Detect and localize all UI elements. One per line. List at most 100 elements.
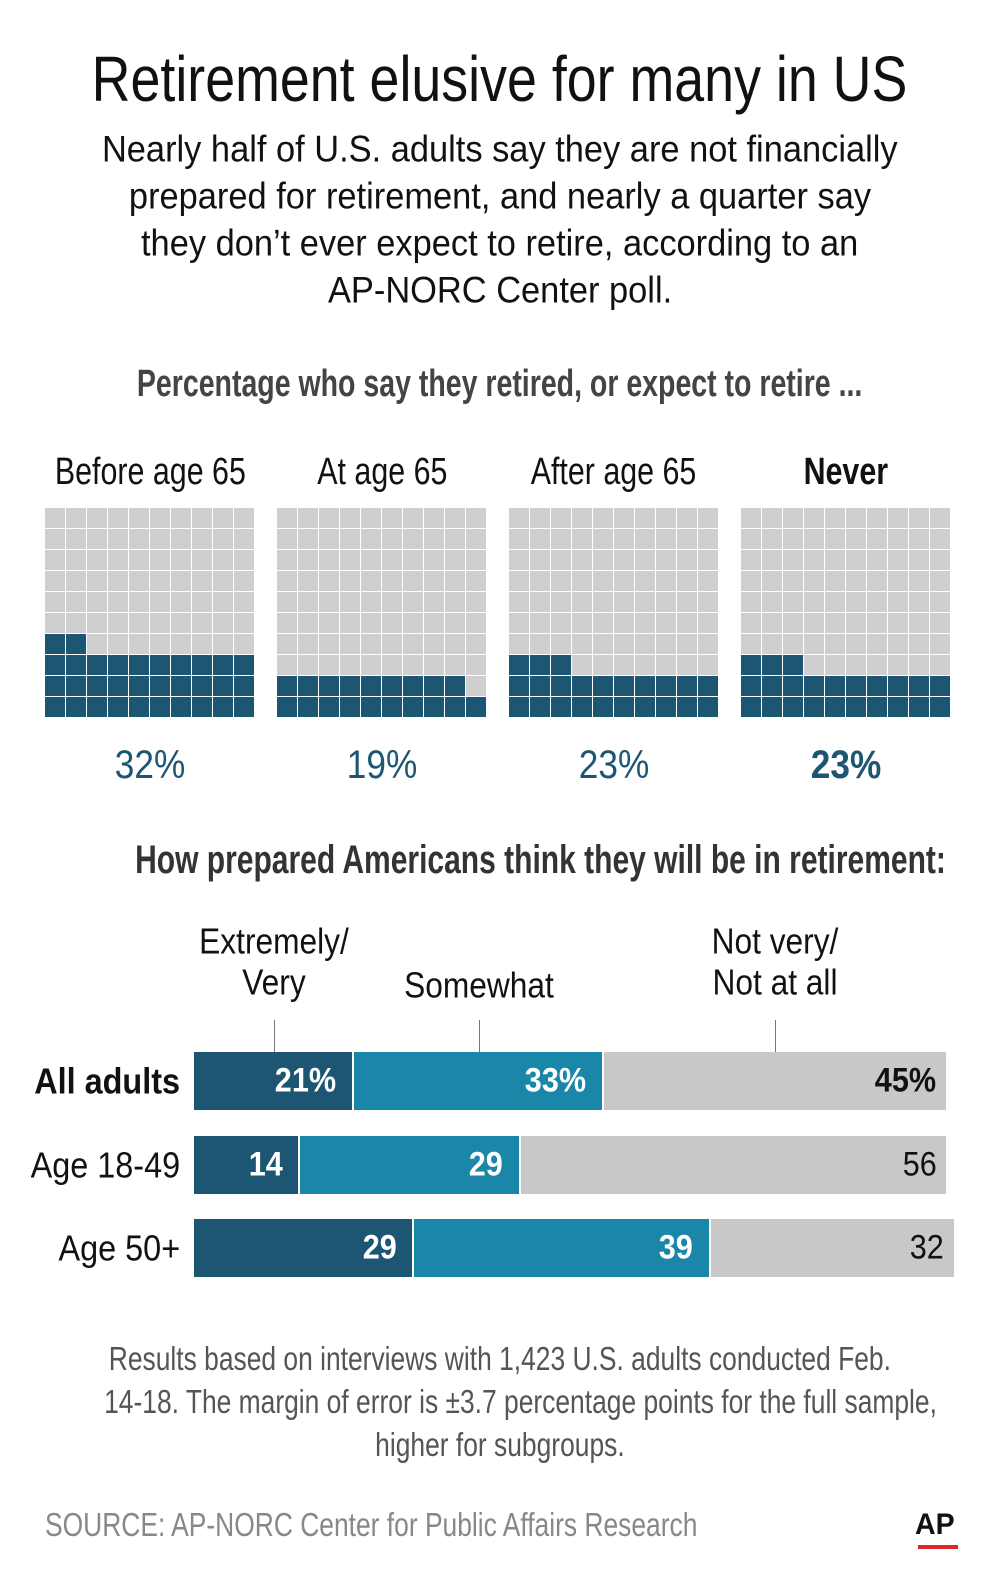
waffle-cell xyxy=(846,655,866,675)
waffle-cell xyxy=(888,613,908,633)
waffle-cell xyxy=(804,634,824,654)
waffle-cell xyxy=(551,508,571,528)
waffle-cell xyxy=(382,634,402,654)
waffle-cell xyxy=(129,655,149,675)
source: SOURCE: AP-NORC Center for Public Affair… xyxy=(45,1506,845,1544)
waffle-cell xyxy=(509,508,529,528)
chart-title: Percentage who say they retired, or expe… xyxy=(0,363,1000,407)
waffle-cell xyxy=(888,529,908,549)
waffle-cell xyxy=(930,655,950,675)
waffle-cell xyxy=(424,655,444,675)
waffle-cell xyxy=(192,634,212,654)
waffle-cell xyxy=(509,613,529,633)
waffle-cell xyxy=(825,508,845,528)
waffle-cell xyxy=(277,571,297,591)
subtitle-text: AP-NORC Center poll. xyxy=(327,269,673,311)
waffle-cell xyxy=(66,529,86,549)
subtitle-text: they don’t ever expect to retire, accord… xyxy=(141,222,859,264)
waffle-cell xyxy=(108,676,128,696)
waffle-cell xyxy=(171,508,191,528)
waffle-cell xyxy=(108,655,128,675)
waffle-cell xyxy=(698,697,718,717)
waffle-cell xyxy=(656,529,676,549)
row-label: All adults xyxy=(0,1060,180,1101)
waffle-cell xyxy=(825,550,845,570)
bar-segment xyxy=(194,1136,299,1194)
note-text: Results based on interviews with 1,423 U… xyxy=(108,1340,892,1378)
waffle-cell xyxy=(424,508,444,528)
waffle-cell xyxy=(340,508,360,528)
waffle-cell xyxy=(150,571,170,591)
waffle-cell xyxy=(382,571,402,591)
waffle-cell xyxy=(846,508,866,528)
waffle-cell xyxy=(213,634,233,654)
waffle-cell xyxy=(87,655,107,675)
chart-title-text: Percentage who say they retired, or expe… xyxy=(137,363,863,406)
category-label: After age 65 xyxy=(464,451,764,495)
waffle-cell xyxy=(888,550,908,570)
bar-segment xyxy=(300,1136,519,1194)
note-text: higher for subgroups. xyxy=(375,1426,625,1464)
waffle-cell xyxy=(108,571,128,591)
waffle-cell xyxy=(361,676,381,696)
value-label-text: 29 xyxy=(362,1228,397,1267)
waffle-cell xyxy=(804,676,824,696)
waffle-cell xyxy=(424,676,444,696)
waffle-cell xyxy=(277,676,297,696)
value-label-text: 19% xyxy=(346,743,418,787)
waffle-cell xyxy=(213,592,233,612)
waffle-cell xyxy=(698,592,718,612)
waffle-cell xyxy=(930,613,950,633)
waffle-cell xyxy=(192,592,212,612)
waffle-cell xyxy=(614,634,634,654)
waffle-cell xyxy=(509,592,529,612)
waffle-cell xyxy=(445,529,465,549)
value-label: 14 xyxy=(194,1145,282,1184)
value-label-text: 45% xyxy=(875,1061,937,1100)
waffle-cell xyxy=(783,697,803,717)
waffle-cell xyxy=(466,592,486,612)
value-label: 29 xyxy=(300,1145,503,1184)
row-label-text: Age 18-49 xyxy=(30,1144,180,1186)
waffle-cell xyxy=(530,697,550,717)
waffle-cell xyxy=(593,697,613,717)
waffle-cell xyxy=(635,571,655,591)
waffle-cell xyxy=(234,613,254,633)
waffle-cell xyxy=(867,508,887,528)
waffle-cell xyxy=(129,676,149,696)
legend-tick xyxy=(273,1020,275,1052)
waffle-cell xyxy=(825,655,845,675)
waffle-cell xyxy=(656,634,676,654)
waffle-cell xyxy=(403,550,423,570)
waffle-cell xyxy=(635,613,655,633)
waffle-cell xyxy=(382,613,402,633)
title-text: Retirement elusive for many in US xyxy=(92,43,908,116)
waffle-cell xyxy=(530,676,550,696)
value-label: 19% xyxy=(232,742,532,788)
waffle-cell xyxy=(213,508,233,528)
waffle-cell xyxy=(783,613,803,633)
waffle-cell xyxy=(340,634,360,654)
logo: AP xyxy=(900,1508,970,1543)
waffle-cell xyxy=(129,508,149,528)
waffle-cell xyxy=(192,571,212,591)
waffle xyxy=(277,508,487,718)
waffle-cell xyxy=(466,676,486,696)
waffle-cell xyxy=(593,592,613,612)
value-label: 32% xyxy=(0,742,300,788)
waffle-cell xyxy=(129,550,149,570)
waffle-cell xyxy=(656,613,676,633)
waffle-cell xyxy=(909,613,929,633)
waffle-cell xyxy=(677,529,697,549)
waffle-cell xyxy=(614,697,634,717)
waffle-cell xyxy=(129,529,149,549)
waffle-cell xyxy=(466,613,486,633)
waffle-cell xyxy=(340,697,360,717)
waffle-cell xyxy=(319,655,339,675)
value-label-text: 33% xyxy=(525,1061,587,1100)
waffle-cell xyxy=(129,613,149,633)
waffle-cell xyxy=(762,697,782,717)
waffle-cell xyxy=(319,571,339,591)
waffle-cell xyxy=(361,592,381,612)
